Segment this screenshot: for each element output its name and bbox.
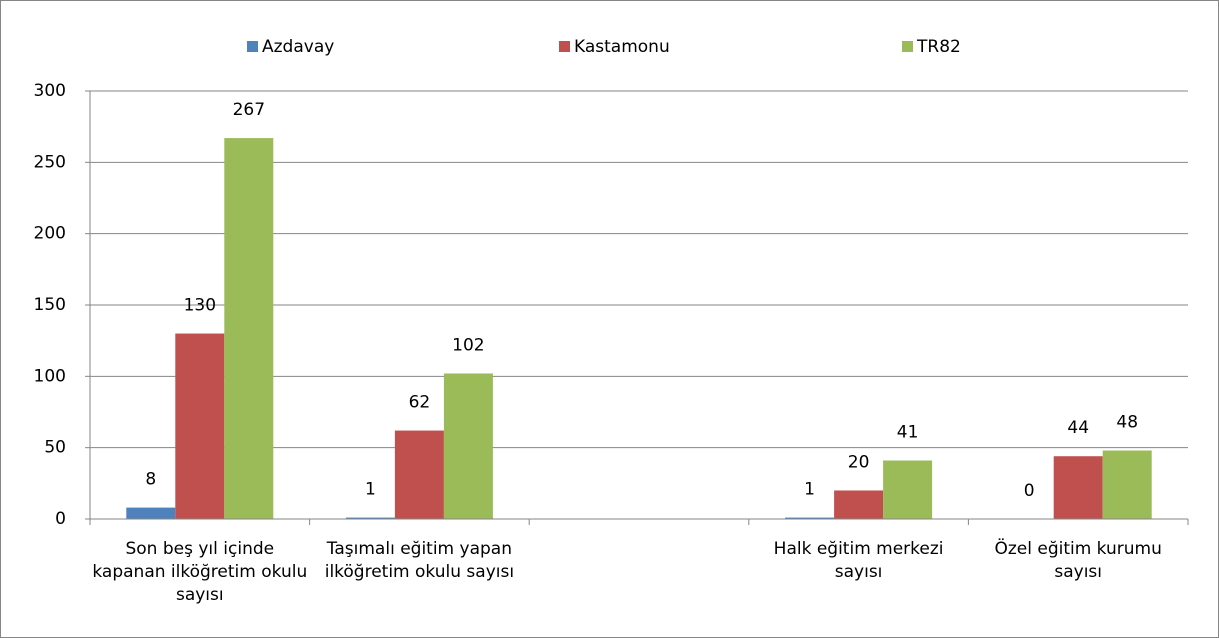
legend-swatch	[902, 41, 913, 52]
bar	[224, 138, 274, 519]
x-tick-label: Özel eğitim kurumu sayısı	[994, 539, 1162, 582]
bar	[126, 507, 176, 519]
y-tick-label: 300	[34, 81, 66, 101]
data-label: 1	[365, 480, 376, 500]
legend-label: TR82	[916, 37, 961, 57]
data-label: 1	[804, 480, 815, 500]
x-tick-label: Son beş yıl içinde kapanan ilköğretim ok…	[92, 539, 308, 605]
bar	[394, 430, 444, 519]
x-tick-label: Halk eğitim merkezi sayısı	[773, 539, 944, 582]
data-label: 44	[1067, 418, 1089, 438]
data-label: 62	[409, 393, 431, 413]
data-label: 41	[897, 423, 919, 443]
y-tick-label: 250	[34, 152, 66, 172]
data-label: 0	[1024, 481, 1035, 501]
legend-swatch	[247, 41, 258, 52]
y-tick-label: 150	[34, 295, 66, 315]
y-tick-label: 50	[44, 438, 66, 458]
bar	[1053, 456, 1103, 519]
bar	[443, 373, 493, 519]
y-tick-label: 100	[34, 366, 66, 386]
bar	[175, 333, 225, 519]
x-tick-label: Taşımalı eğitim yapan ilköğretim okulu s…	[324, 539, 515, 582]
legend-label: Kastamonu	[574, 37, 670, 57]
bar	[785, 517, 835, 519]
data-label: 8	[145, 470, 156, 490]
data-label: 102	[452, 335, 484, 355]
bar	[834, 490, 884, 519]
bar	[345, 517, 395, 519]
data-label: 48	[1116, 413, 1138, 433]
data-label: 130	[184, 296, 216, 316]
legend-label: Azdavay	[262, 37, 334, 57]
data-label: 20	[848, 452, 870, 472]
data-label: 267	[233, 100, 265, 120]
bar	[1102, 450, 1152, 519]
y-tick-label: 200	[34, 224, 66, 244]
y-tick-label: 0	[55, 509, 66, 529]
legend-swatch	[559, 41, 570, 52]
bar	[883, 460, 933, 519]
